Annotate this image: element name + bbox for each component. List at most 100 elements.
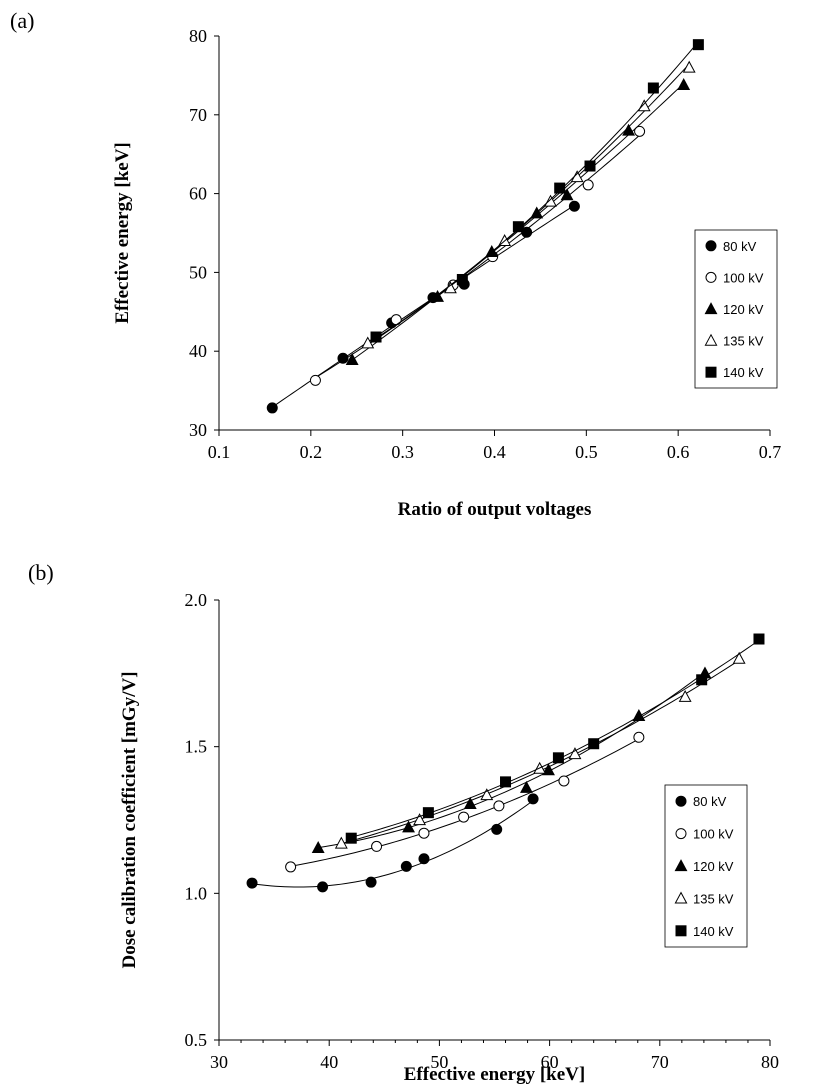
trend-line: [315, 134, 640, 379]
data-point: [582, 179, 594, 191]
data-point: [345, 832, 357, 844]
series-140-kv: [370, 39, 704, 343]
data-point: [370, 331, 382, 343]
chart-panel-b: (b) 0.5 1.0 1.5 2.0 30 40 50 60 70 80 Effective ene…: [28, 560, 779, 1085]
series-135-kv: [361, 60, 696, 349]
data-point: [500, 776, 512, 788]
x-tick-label: 50: [430, 1052, 448, 1072]
y-tick-label: 70: [189, 105, 207, 125]
y-tick-label: 1.0: [185, 883, 208, 903]
data-point: [542, 763, 555, 776]
data-point: [345, 353, 359, 365]
data-point: [552, 752, 564, 764]
legend-marker: [705, 240, 717, 252]
data-point: [317, 881, 329, 893]
data-point: [682, 60, 696, 73]
series-120-kv: [311, 666, 712, 853]
data-point: [512, 221, 524, 233]
legend-marker: [705, 366, 717, 378]
data-point: [337, 352, 349, 364]
legend-marker: [705, 271, 717, 283]
data-point: [334, 836, 348, 849]
legend-label: 140 kV: [723, 365, 764, 380]
x-tick-label: 30: [210, 1052, 228, 1072]
legend-marker: [675, 795, 687, 807]
data-point: [309, 374, 321, 386]
x-tick-label: 80: [761, 1052, 779, 1072]
data-point: [431, 289, 445, 302]
y-tick-label: 1.5: [185, 737, 208, 757]
legend-marker: [675, 925, 687, 937]
y-axis-title: Dose calibration coefficient [mGy/V]: [119, 671, 140, 968]
data-point: [371, 840, 383, 852]
data-point: [527, 793, 539, 805]
legend-label: 135 kV: [723, 334, 764, 349]
y-tick-label: 50: [189, 262, 207, 282]
data-point: [647, 82, 659, 94]
data-point: [456, 273, 468, 285]
data-point: [361, 336, 375, 349]
data-point: [521, 226, 533, 238]
data-point: [458, 811, 470, 823]
y-tick-label: 40: [189, 341, 207, 361]
series-100-kv: [285, 731, 645, 873]
x-tick-label: 0.1: [208, 442, 231, 462]
trend-line: [318, 671, 706, 849]
series-135-kv: [334, 651, 746, 849]
data-point: [637, 99, 651, 112]
x-tick-label: 0.5: [575, 442, 598, 462]
legend-marker: [704, 302, 718, 315]
x-tick-label: 0.3: [391, 442, 414, 462]
data-point: [554, 182, 566, 194]
legend-label: 100 kV: [723, 270, 764, 285]
data-point: [568, 747, 582, 760]
data-point: [418, 827, 430, 839]
chart-panel-a: (a) 30 40 50 60 70 80 0.1 0.2 0.3 0.4 0.5 0.6 0.7 Rati…: [10, 8, 781, 520]
data-point: [558, 775, 570, 787]
legend-label: 120 kV: [693, 859, 734, 874]
legend: 80 kV 100 kV 120 kV 135 kV 140 kV: [664, 784, 748, 948]
x-tick-label: 60: [541, 1052, 559, 1072]
legend-marker: [674, 891, 688, 904]
x-tick-label: 0.4: [483, 442, 506, 462]
y-tick-label: 2.0: [185, 590, 208, 610]
legend-label: 135 kV: [693, 891, 734, 906]
y-tick-label: 60: [189, 184, 207, 204]
y-tick-label: 30: [189, 420, 207, 440]
x-tick-label: 0.2: [300, 442, 323, 462]
data-point: [413, 813, 427, 826]
data-point: [480, 788, 494, 801]
y-tick-label: 80: [189, 26, 207, 46]
data-point: [633, 731, 645, 743]
data-point: [422, 807, 434, 819]
data-point: [402, 820, 415, 833]
data-point: [677, 78, 691, 90]
data-point: [732, 651, 746, 664]
x-tick-label: 70: [651, 1052, 669, 1072]
x-tick-label: 0.7: [759, 442, 782, 462]
legend: 80 kV 100 kV 120 kV 135 kV 140 kV: [694, 229, 778, 389]
y-tick-label: 0.5: [185, 1030, 208, 1050]
panel-label: (b): [28, 560, 54, 585]
data-point: [692, 39, 704, 51]
trend-line: [375, 41, 699, 339]
legend-label: 80 kV: [723, 239, 757, 254]
data-point: [634, 125, 646, 137]
data-point: [568, 200, 580, 212]
data-point: [520, 780, 533, 793]
data-point: [584, 160, 596, 172]
y-axis-title: Effective energy [keV]: [112, 142, 133, 323]
data-point: [463, 797, 477, 809]
data-point: [285, 861, 297, 873]
x-axis-title: Ratio of output voltages: [398, 499, 592, 520]
data-point: [588, 738, 600, 750]
legend-label: 80 kV: [693, 794, 727, 809]
data-point: [544, 194, 557, 207]
series-140-kv: [345, 633, 765, 844]
panel-label: (a): [10, 8, 34, 33]
data-point: [266, 402, 278, 414]
data-point: [365, 876, 377, 888]
data-point: [560, 188, 574, 201]
data-point: [311, 841, 325, 853]
